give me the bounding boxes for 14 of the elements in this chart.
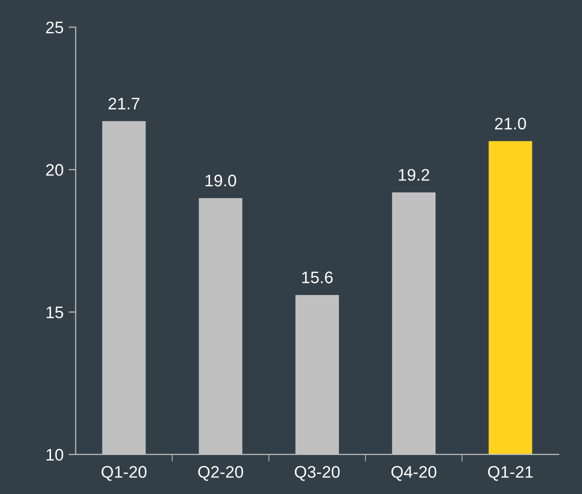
x-tick-label: Q2-20 (198, 466, 244, 481)
x-tick-label: Q4-20 (391, 466, 436, 481)
x-tick-label: Q1-21 (488, 466, 533, 481)
y-tick-label: 15 (46, 306, 64, 318)
data-label: 19.2 (398, 168, 430, 181)
x-tick-label: Q1-20 (102, 466, 146, 481)
y-tick-label: 25 (46, 22, 64, 34)
y-tick-label: 10 (46, 448, 64, 461)
data-label: 21.7 (108, 98, 140, 110)
data-label: 15.6 (302, 272, 333, 284)
data-label: 19.0 (206, 174, 236, 186)
y-tick-label: 20 (46, 164, 64, 176)
x-tick-label: Q3-20 (294, 466, 340, 481)
data-label: 21.0 (495, 118, 526, 130)
